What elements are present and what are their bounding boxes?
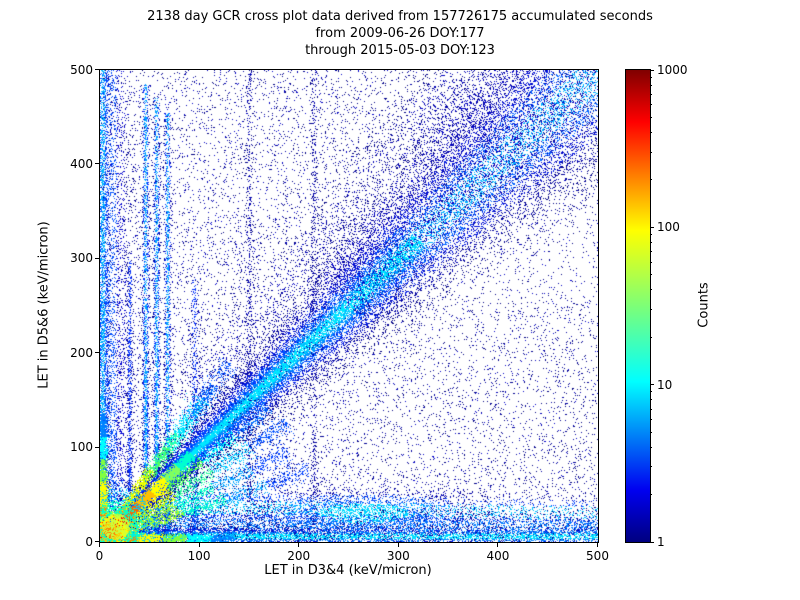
- x-tick-mark: [397, 542, 399, 547]
- y-tick-mark: [95, 352, 99, 354]
- y-tick-mark: [95, 446, 99, 448]
- x-tick-label: 400: [486, 548, 510, 563]
- y-tick-label: 300: [70, 251, 93, 266]
- colorbar-minor-tick: [650, 104, 652, 106]
- title-line-1: 2138 day GCR cross plot data derived fro…: [147, 9, 653, 24]
- colorbar-tick-mark: [650, 226, 654, 228]
- density-canvas: [100, 70, 598, 542]
- y-tick-label: 200: [70, 345, 93, 360]
- colorbar-minor-tick: [650, 76, 652, 78]
- y-tick-label: 500: [70, 62, 93, 77]
- colorbar-minor-tick: [650, 391, 652, 393]
- colorbar-minor-tick: [650, 116, 652, 118]
- colorbar-tick-mark: [650, 541, 654, 543]
- colorbar-minor-tick: [650, 93, 652, 95]
- x-tick-mark: [497, 542, 499, 547]
- y-tick-mark: [95, 69, 99, 70]
- colorbar-minor-tick: [650, 399, 652, 401]
- y-axis-label: LET in D5&6 (keV/micron): [36, 221, 52, 389]
- y-tick-label: 0: [85, 534, 93, 549]
- colorbar-minor-tick: [650, 494, 652, 496]
- y-tick-label: 400: [70, 156, 93, 171]
- x-tick-label: 300: [386, 548, 410, 563]
- colorbar-minor-tick: [650, 179, 652, 181]
- chart-title: 2138 day GCR cross plot data derived fro…: [0, 8, 800, 59]
- x-tick-label: 100: [187, 548, 211, 563]
- y-tick-label: 100: [70, 440, 93, 455]
- x-tick-mark: [597, 542, 598, 547]
- plot-area: [99, 69, 599, 543]
- colorbar-minor-tick: [650, 234, 652, 236]
- colorbar-label: Counts: [696, 282, 712, 328]
- y-tick-mark: [95, 541, 99, 542]
- x-tick-mark: [298, 542, 300, 547]
- x-tick-mark: [198, 542, 200, 547]
- y-tick-mark: [95, 163, 99, 165]
- y-tick-mark: [95, 257, 99, 259]
- colorbar-minor-tick: [650, 132, 652, 134]
- colorbar-minor-tick: [650, 151, 652, 153]
- colorbar-minor-tick: [650, 336, 652, 338]
- colorbar-minor-tick: [650, 419, 652, 421]
- title-line-2: from 2009-06-26 DOY:177: [315, 26, 485, 41]
- x-tick-label: 0: [95, 548, 104, 563]
- colorbar-tick-mark: [650, 384, 654, 386]
- colorbar-minor-tick: [650, 309, 652, 311]
- colorbar-minor-tick: [650, 431, 652, 433]
- x-tick-label: 200: [287, 548, 311, 563]
- colorbar-minor-tick: [650, 408, 652, 410]
- colorbar: [625, 69, 651, 543]
- colorbar-tick-label: 10: [657, 377, 673, 392]
- title-line-3: through 2015-05-03 DOY:123: [305, 43, 495, 58]
- colorbar-minor-tick: [650, 261, 652, 263]
- colorbar-minor-tick: [650, 289, 652, 291]
- colorbar-tick-label: 1000: [657, 63, 688, 77]
- colorbar-tick-label: 100: [657, 220, 680, 235]
- colorbar-tick-label: 1: [657, 535, 665, 549]
- x-tick-label: 500: [586, 548, 609, 563]
- colorbar-minor-tick: [650, 84, 652, 86]
- x-tick-mark: [99, 542, 100, 547]
- x-axis-label: LET in D3&4 (keV/micron): [264, 563, 432, 578]
- colorbar-minor-tick: [650, 446, 652, 448]
- colorbar-minor-tick: [650, 466, 652, 468]
- colorbar-minor-tick: [650, 274, 652, 276]
- colorbar-minor-tick: [650, 242, 652, 244]
- colorbar-minor-tick: [650, 251, 652, 253]
- colorbar-tick-mark: [650, 69, 654, 71]
